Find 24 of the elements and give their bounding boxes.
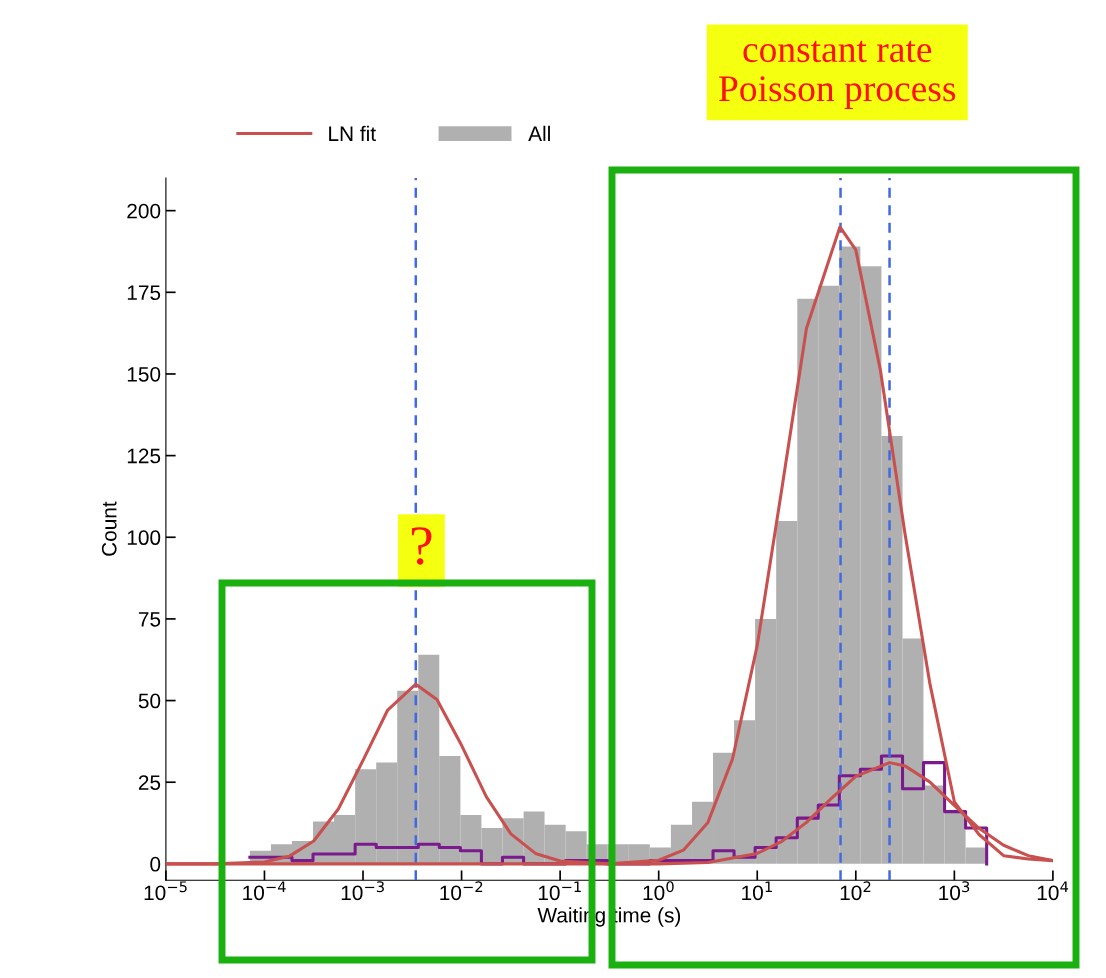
x-tick-label: 10$^{−1}$ <box>538 881 581 901</box>
x-tick-label: 10$^{1}$ <box>742 881 772 901</box>
x-tick-label: 10$^{−2}$ <box>440 881 483 901</box>
y-tick-label: 50 <box>138 693 161 709</box>
y-tick-label: 150 <box>127 366 161 382</box>
x-tick-label: 10$^{0}$ <box>643 881 674 901</box>
annotation: ? <box>411 527 432 565</box>
x-tick-label: 10$^{−3}$ <box>341 881 384 901</box>
y-tick-label: 75 <box>138 612 161 627</box>
y-tick-label: 0 <box>150 856 161 872</box>
y-tick-label: 175 <box>127 285 161 301</box>
x-tick-label: 10$^{−5}$ <box>144 881 187 901</box>
x-tick-label: 10$^{4}$ <box>1037 881 1069 901</box>
y-tick-label: 25 <box>138 775 161 790</box>
y-tick-label: 100 <box>127 530 161 546</box>
text: constant rate Poisson process <box>719 40 956 109</box>
x-tick-label: 10$^{−4}$ <box>243 881 286 901</box>
legend-label: LN fit <box>329 125 376 142</box>
x-tick-label: 10$^{3}$ <box>939 881 970 901</box>
x-tick-label: 10$^{2}$ <box>840 881 871 901</box>
y-tick-label: 125 <box>127 448 161 464</box>
y-tick-label: 200 <box>127 203 161 219</box>
y-axis-title: Count <box>101 501 117 556</box>
legend-label: All <box>528 125 550 141</box>
